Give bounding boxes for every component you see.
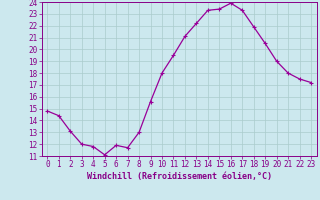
- X-axis label: Windchill (Refroidissement éolien,°C): Windchill (Refroidissement éolien,°C): [87, 172, 272, 181]
